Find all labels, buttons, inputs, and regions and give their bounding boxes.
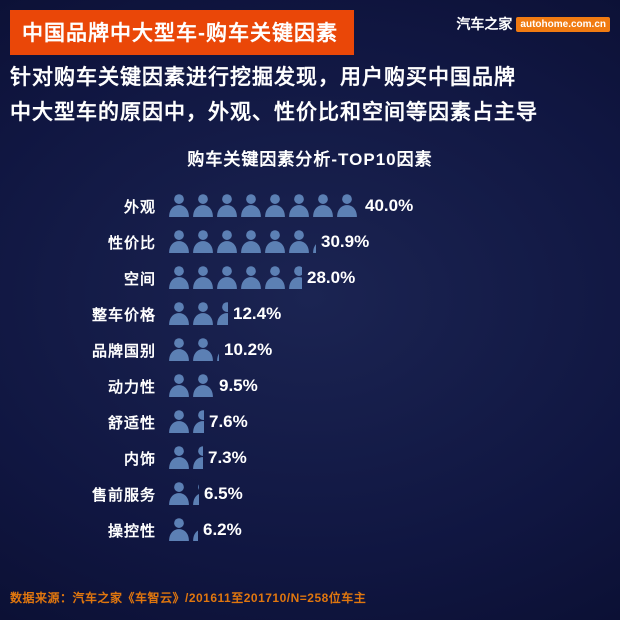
icon-bar (168, 337, 219, 363)
intro-paragraph: 针对购车关键因素进行挖掘发现，用户购买中国品牌 中大型车的原因中，外观、性价比和… (10, 60, 610, 130)
icon-bar (168, 265, 302, 291)
person-icon (168, 373, 192, 399)
value-label: 7.6% (209, 412, 248, 431)
category-label: 整车价格 (91, 306, 156, 324)
chart-row: 品牌国别 10.2% (18, 332, 610, 368)
icon-bar (168, 373, 214, 399)
title-banner: 中国品牌中大型车-购车关键因素 (10, 10, 354, 55)
person-icon-partial (312, 229, 316, 255)
chart-row: 内饰 7.3% (18, 440, 610, 476)
person-icon (192, 337, 216, 363)
category-label: 外观 (123, 198, 156, 216)
person-icon (240, 229, 264, 255)
icon-bar (168, 409, 204, 435)
person-icon (168, 409, 192, 435)
icon-bar (168, 301, 228, 327)
category-label: 舒适性 (107, 414, 156, 432)
category-label: 操控性 (107, 522, 156, 540)
category-label: 动力性 (107, 378, 156, 396)
person-icon (336, 193, 360, 219)
intro-line-1: 针对购车关键因素进行挖掘发现，用户购买中国品牌 (10, 66, 516, 89)
value-label: 30.9% (321, 232, 370, 251)
top-bar: 中国品牌中大型车-购车关键因素 汽车之家 autohome.com.cn (10, 10, 610, 55)
value-label: 7.3% (208, 448, 247, 467)
intro-line-2: 中大型车的原因中，外观、性价比和空间等因素占主导 (10, 101, 538, 124)
person-icon (216, 265, 240, 291)
person-icon (168, 229, 192, 255)
value-label: 6.2% (203, 520, 242, 539)
person-icon-partial (192, 373, 214, 399)
person-icon (216, 229, 240, 255)
category-label: 品牌国别 (91, 342, 156, 360)
person-icon (264, 265, 288, 291)
chart-row: 整车价格 12.4% (18, 296, 610, 332)
icon-bar (168, 517, 198, 543)
person-icon (240, 265, 264, 291)
value-label: 6.5% (204, 484, 243, 503)
person-icon (168, 265, 192, 291)
icon-bar (168, 481, 199, 507)
pictogram-chart: 外观 40.0% 性价比 30.9% 空间 28.0% 整车价格 12.4% 品牌国别 10.2%… (18, 188, 610, 548)
person-icon (240, 193, 264, 219)
person-icon (288, 229, 312, 255)
page-title: 中国品牌中大型车-购车关键因素 (22, 22, 338, 45)
person-icon (192, 265, 216, 291)
icon-bar (168, 229, 316, 255)
person-icon (168, 301, 192, 327)
chart-row: 操控性 6.2% (18, 512, 610, 548)
icon-bar (168, 445, 203, 471)
chart-row: 售前服务 6.5% (18, 476, 610, 512)
person-icon (168, 445, 192, 471)
category-label: 内饰 (123, 450, 156, 468)
person-icon-partial (216, 301, 228, 327)
chart-title: 购车关键因素分析-TOP10因素 (187, 150, 433, 169)
person-icon (168, 193, 192, 219)
logo-text-cn: 汽车之家 (456, 16, 513, 32)
category-label: 空间 (123, 270, 156, 288)
person-icon (168, 337, 192, 363)
chart-row: 空间 28.0% (18, 260, 610, 296)
person-icon (288, 193, 312, 219)
icon-bar (168, 193, 360, 219)
person-icon (264, 193, 288, 219)
person-icon (216, 193, 240, 219)
data-source-note: 数据来源：汽车之家《车智云》/201611至201710/N=258位车主 (10, 591, 367, 605)
person-icon-partial (192, 445, 203, 471)
person-icon (264, 229, 288, 255)
person-icon (192, 301, 216, 327)
person-icon-partial (288, 265, 302, 291)
chart-row: 外观 40.0% (18, 188, 610, 224)
chart-row: 动力性 9.5% (18, 368, 610, 404)
value-label: 40.0% (365, 196, 414, 215)
person-icon-partial (192, 517, 198, 543)
value-label: 10.2% (224, 340, 273, 359)
person-icon (312, 193, 336, 219)
value-label: 28.0% (307, 268, 356, 287)
person-icon-partial (192, 409, 204, 435)
chart-row: 舒适性 7.6% (18, 404, 610, 440)
person-icon-partial (192, 481, 199, 507)
person-icon (192, 229, 216, 255)
person-icon-partial (216, 337, 219, 363)
person-icon (168, 517, 192, 543)
value-label: 12.4% (233, 304, 282, 323)
chart-row: 性价比 30.9% (18, 224, 610, 260)
value-label: 9.5% (219, 376, 258, 395)
person-icon (168, 481, 192, 507)
autohome-logo: 汽车之家 autohome.com.cn (456, 14, 610, 34)
person-icon (192, 193, 216, 219)
category-label: 性价比 (107, 234, 156, 252)
category-label: 售前服务 (91, 486, 156, 504)
logo-domain-badge: autohome.com.cn (516, 16, 610, 32)
